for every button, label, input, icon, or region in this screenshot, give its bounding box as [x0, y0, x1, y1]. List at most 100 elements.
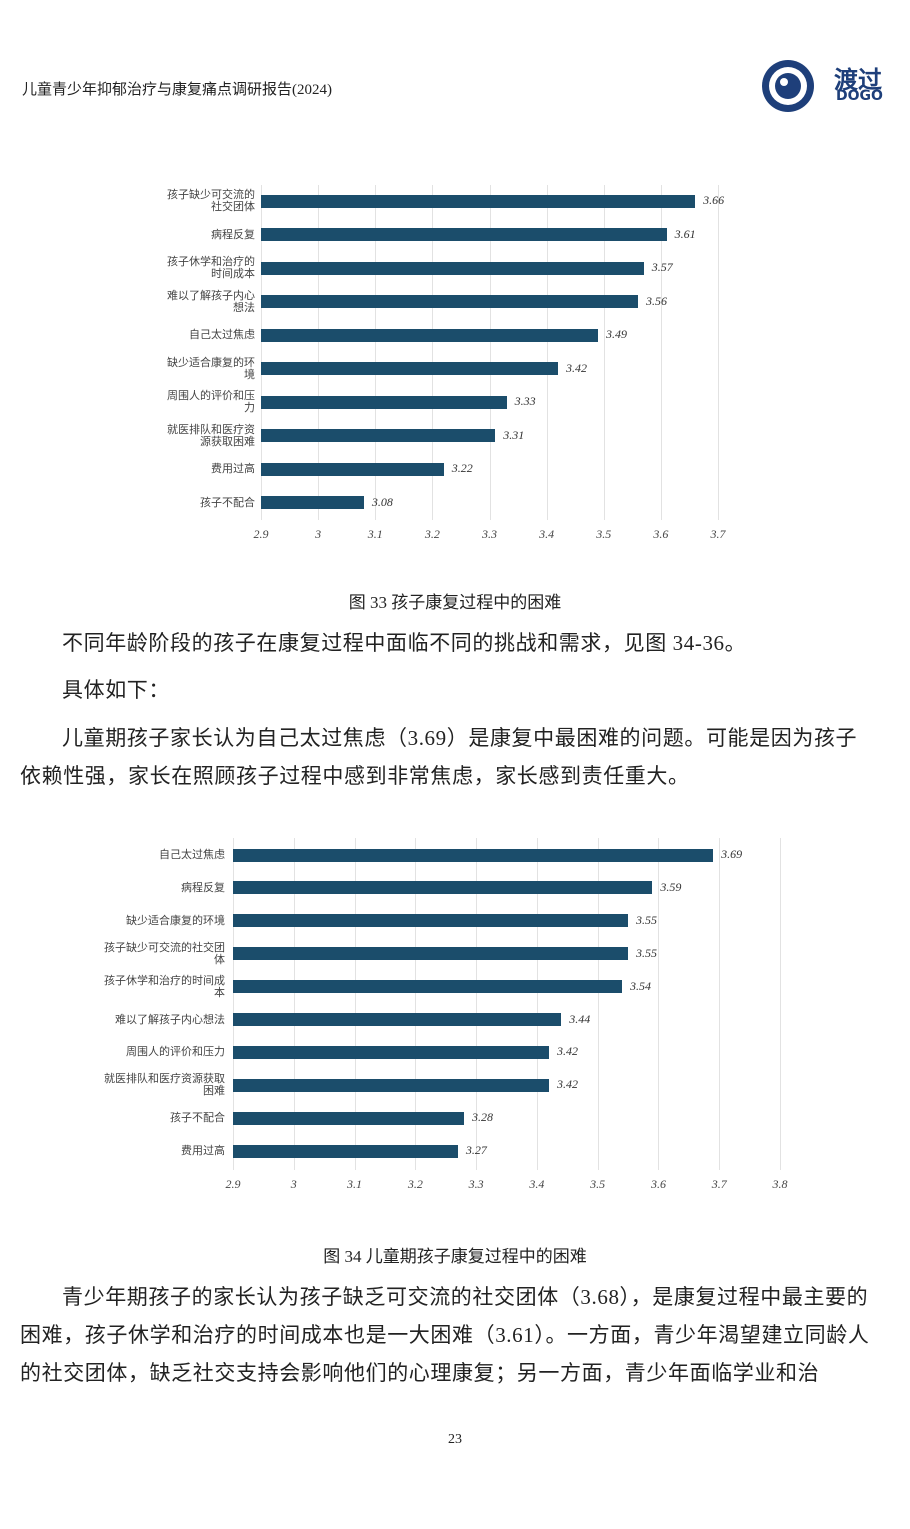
grid-line — [658, 838, 660, 1170]
x-tick-label: 2.9 — [253, 527, 269, 541]
grid-line — [718, 185, 719, 520]
category-label: 病程反复 — [211, 228, 255, 241]
x-tick-label: 3.4 — [539, 527, 555, 541]
grid-line — [489, 185, 491, 520]
grid-line — [780, 838, 781, 1170]
paragraph: 青少年期孩子的家长认为孩子缺乏可交流的社交团体（3.68），是康复过程中最主要的… — [20, 1285, 870, 1385]
grid-line — [261, 185, 262, 520]
bar — [233, 1013, 562, 1026]
category-label: 孩子休学和治疗的时间成本 — [167, 256, 255, 280]
value-label: 3.54 — [629, 978, 651, 993]
grid-line — [719, 838, 721, 1170]
bar — [233, 1045, 550, 1059]
value-label: 3.27 — [465, 1143, 487, 1158]
x-tick-label: 3.7 — [711, 1177, 727, 1191]
value-label: 3.31 — [503, 427, 525, 442]
value-label: 3.57 — [651, 260, 673, 274]
page-number: 23 — [448, 1432, 462, 1447]
x-tick-label: 3.2 — [407, 1177, 423, 1191]
bar — [261, 462, 444, 476]
grid-line — [375, 185, 377, 520]
value-label: 3.59 — [660, 879, 682, 894]
category-label: 孩子不配合 — [200, 496, 255, 509]
grid-line — [354, 838, 356, 1170]
value-label: 3.55 — [636, 912, 658, 927]
category-label: 自己太过焦虑 — [159, 849, 225, 861]
category-label: 费用过高 — [181, 1145, 225, 1158]
value-label: 3.28 — [471, 1110, 493, 1125]
category-label: 缺少适合康复的环境 — [167, 356, 255, 381]
grid-line — [536, 838, 538, 1170]
bar — [261, 362, 559, 375]
bar — [233, 1078, 550, 1092]
grid-line — [660, 185, 662, 520]
paragraph: 具体如下： — [62, 678, 170, 702]
category-label: 周围人的评价和压力 — [126, 1046, 225, 1059]
category-label: 孩子缺少可交流的社交团体 — [167, 189, 255, 213]
grid-line — [293, 838, 295, 1170]
header-title: 儿童青少年抑郁治疗与康复痛点调研报告(2024) — [22, 82, 332, 98]
value-label: 3.56 — [646, 293, 668, 308]
bar — [233, 947, 629, 961]
value-label: 3.33 — [514, 394, 536, 408]
bar — [261, 261, 644, 275]
bar — [261, 295, 639, 308]
logo-sub: DOGO — [836, 88, 883, 104]
x-tick-label: 2.9 — [225, 1177, 241, 1191]
value-label: 3.22 — [451, 461, 473, 475]
bar — [233, 914, 629, 928]
grid-line — [603, 185, 605, 520]
grid-line — [597, 838, 599, 1170]
category-label: 费用过高 — [211, 463, 255, 475]
category-label: 难以了解孩子内心想法 — [115, 1013, 225, 1026]
bar — [233, 1144, 458, 1158]
bar — [233, 848, 714, 862]
x-tick-label: 3.4 — [529, 1177, 545, 1191]
x-tick-label: 3.1 — [347, 1177, 363, 1191]
x-tick-label: 3.2 — [424, 527, 440, 541]
value-label: 3.66 — [703, 193, 725, 207]
bar — [261, 194, 696, 208]
x-tick-label: 3.3 — [468, 1177, 484, 1191]
paragraph: 儿童期孩子家长认为自己太过焦虑（3.69）是康复中最困难的问题。可能是因为孩子依… — [20, 726, 858, 788]
x-tick-label: 3.7 — [710, 527, 726, 541]
bar — [261, 429, 496, 442]
grid-line — [476, 838, 478, 1170]
category-label: 缺少适合康复的环境 — [126, 914, 225, 927]
paragraph: 不同年龄阶段的孩子在康复过程中面临不同的挑战和需求，见图 34-36。 — [62, 631, 747, 655]
grid-line — [546, 185, 548, 520]
caption: 图 34 儿童期孩子康复过程中的困难 — [323, 1247, 587, 1266]
value-label: 3.49 — [606, 327, 628, 341]
value-label: 3.44 — [569, 1011, 591, 1026]
logo-emblem — [762, 60, 814, 112]
category-label: 孩子缺少可交流的社交团体 — [104, 941, 225, 966]
category-label: 病程反复 — [181, 881, 225, 894]
grid-line — [318, 185, 320, 520]
x-tick-label: 3.3 — [482, 527, 497, 541]
category-label: 难以了解孩子内心想法 — [167, 289, 255, 314]
value-label: 3.55 — [636, 945, 658, 960]
x-tick-label: 3.6 — [653, 527, 669, 541]
bar — [233, 881, 653, 895]
bar — [261, 228, 667, 241]
grid-line — [233, 838, 234, 1170]
value-label: 3.61 — [674, 226, 696, 241]
bar — [261, 496, 364, 509]
x-tick-label: 3.5 — [590, 1177, 606, 1191]
x-tick-label: 3 — [290, 1177, 297, 1191]
value-label: 3.08 — [371, 494, 393, 509]
bar — [233, 1111, 464, 1125]
grid-line — [432, 185, 434, 520]
logo-text: 渡过 — [834, 66, 882, 94]
value-label: 3.69 — [721, 847, 743, 861]
bar — [233, 980, 622, 994]
category-label: 周围人的评价和压力 — [167, 390, 255, 414]
x-tick-label: 3 — [315, 527, 322, 541]
category-label: 就医排队和医疗资源获取困难 — [104, 1073, 225, 1098]
bar — [261, 328, 599, 342]
category-label: 就医排队和医疗资源获取困难 — [167, 423, 255, 448]
category-label: 孩子不配合 — [170, 1112, 225, 1125]
x-tick-label: 3.1 — [367, 527, 383, 541]
x-tick-label: 3.6 — [650, 1177, 666, 1191]
